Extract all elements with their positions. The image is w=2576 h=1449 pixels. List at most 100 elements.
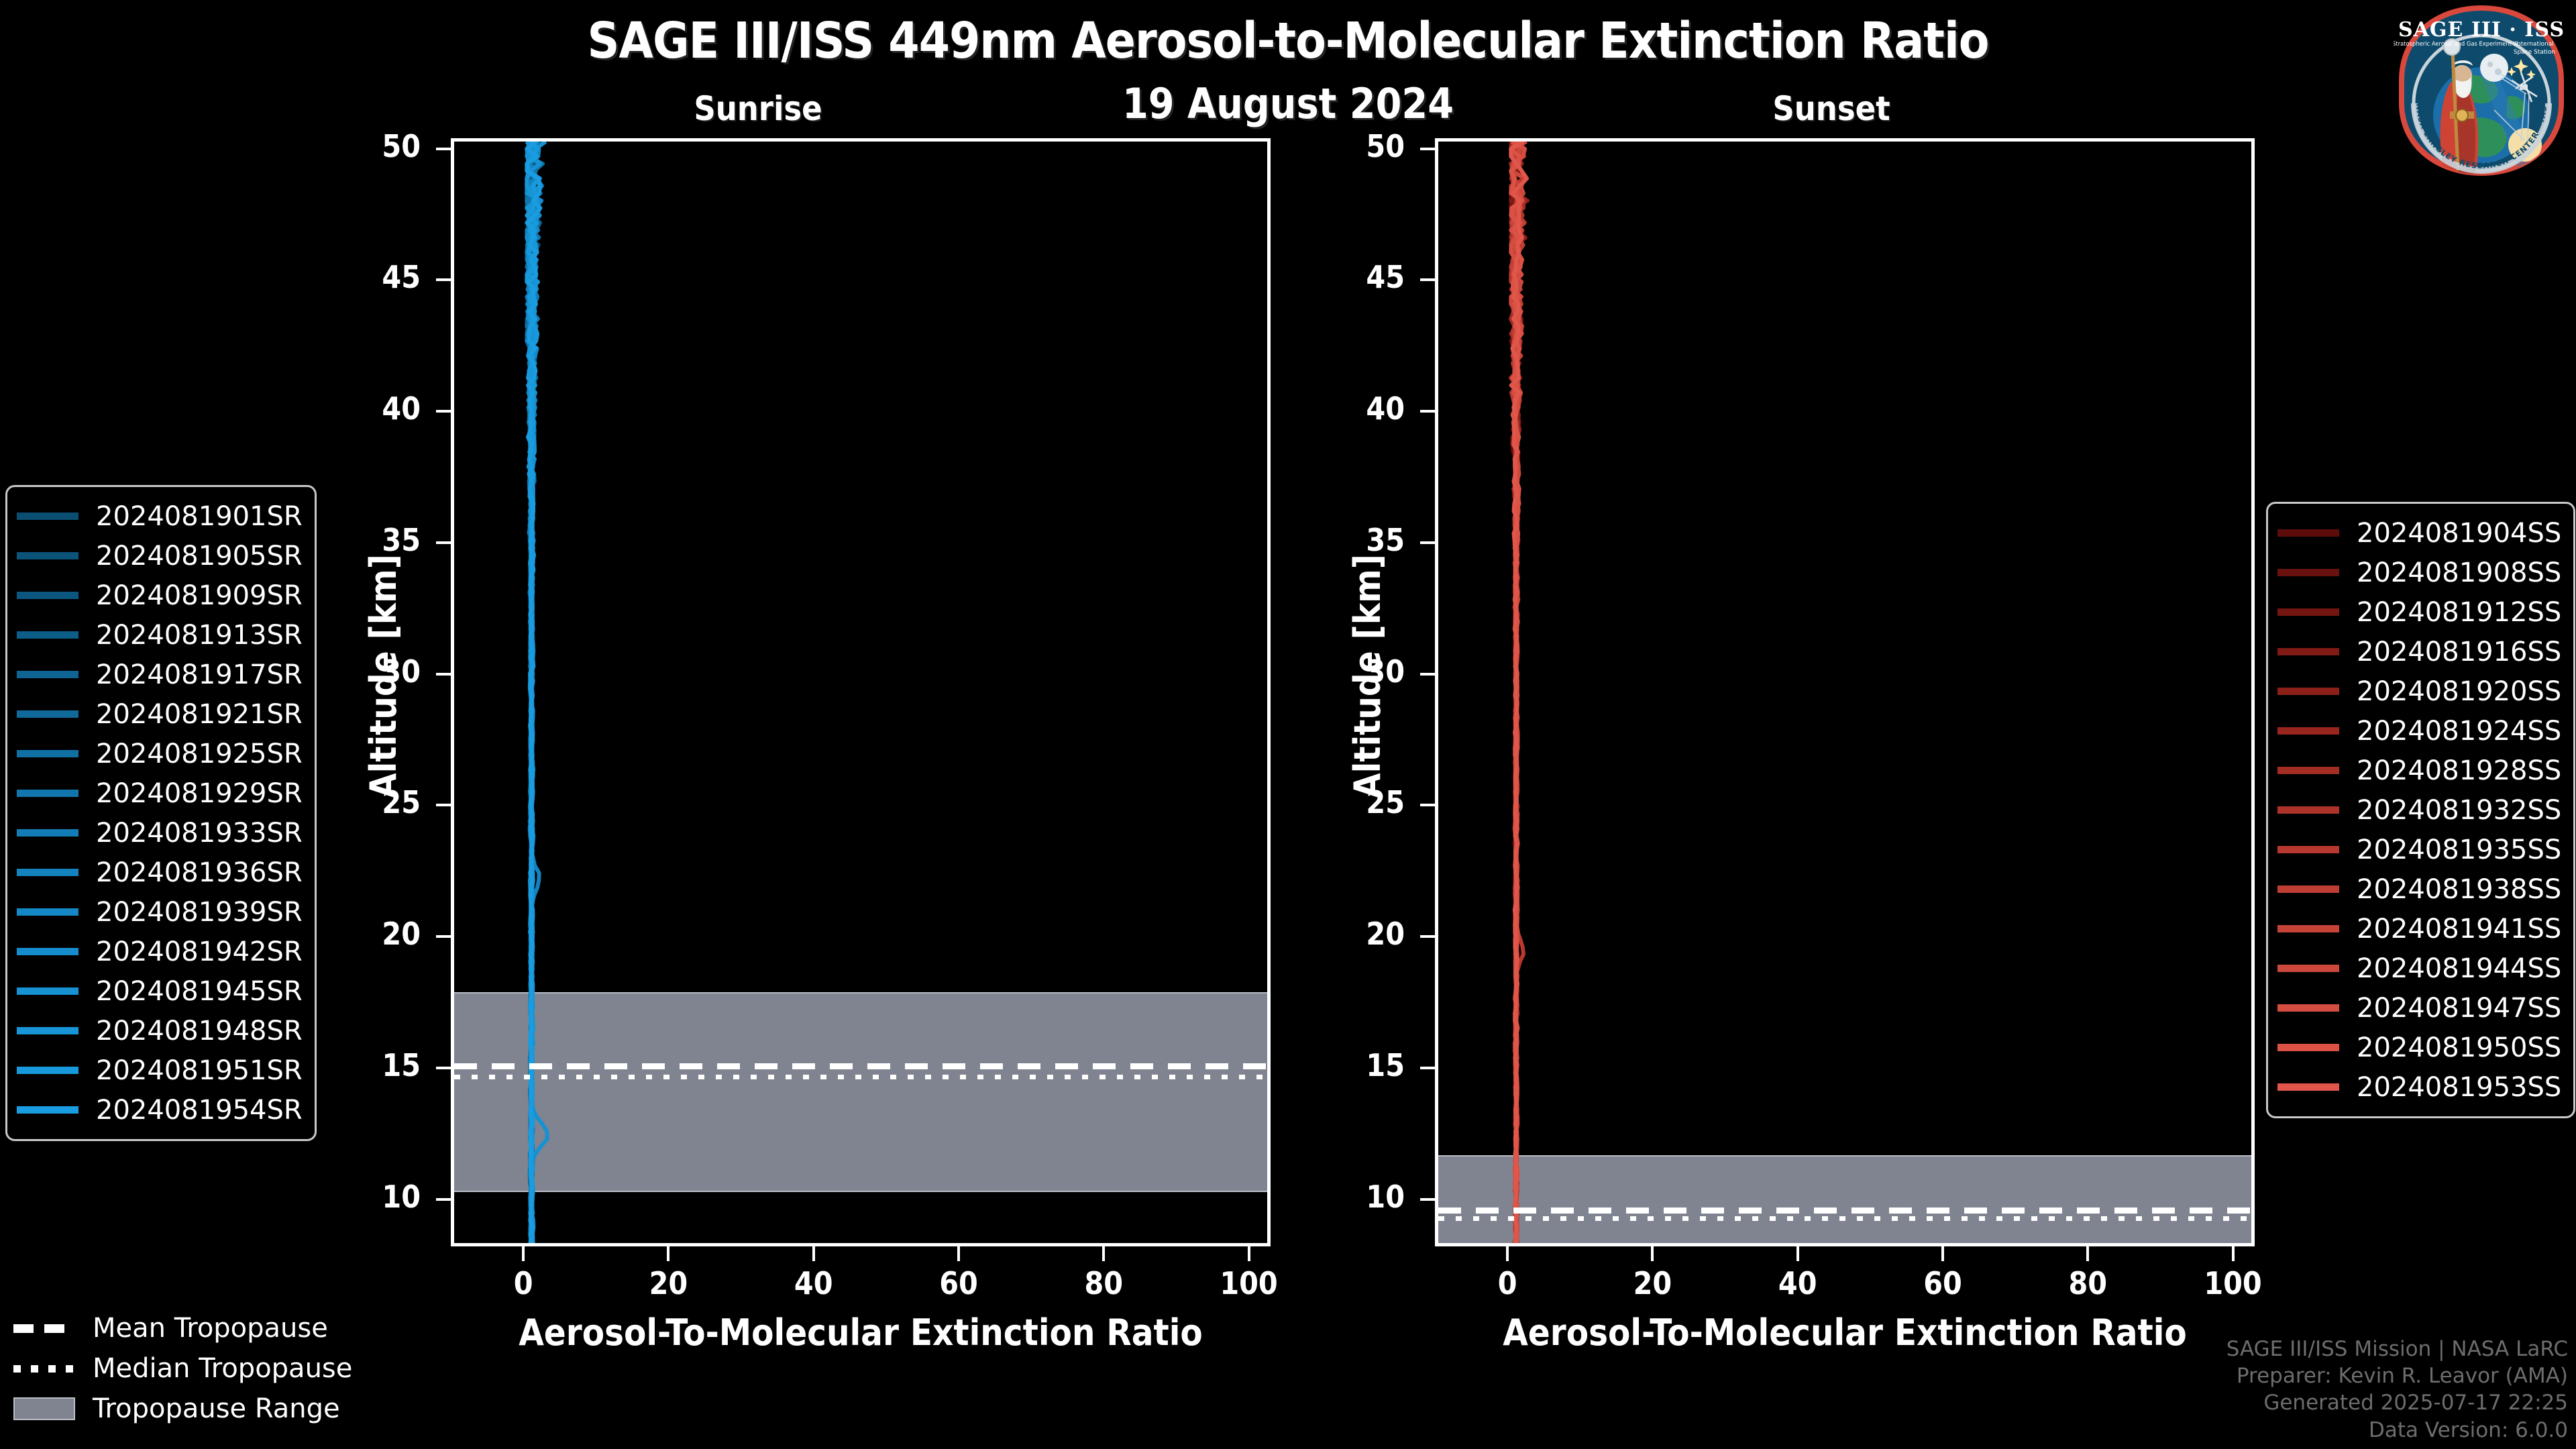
sunset-legend-item[interactable]: 2024081947SS [2277, 988, 2561, 1028]
sunrise-legend-item[interactable]: 2024081913SR [17, 615, 303, 655]
y-axis-tick-label: 25 [382, 784, 421, 821]
sunset-legend-item[interactable]: 2024081944SS [2277, 949, 2561, 988]
y-axis-tick-label: 50 [1366, 127, 1405, 164]
sunset-legend-item[interactable]: 2024081935SS [2277, 830, 2561, 869]
legend-item-label: 2024081951SR [96, 1055, 303, 1086]
legend-item-label: 2024081935SS [2357, 834, 2562, 865]
range-patch-swatch [13, 1397, 75, 1420]
sunrise-plot-area[interactable] [451, 138, 1271, 1246]
logo-iss [2511, 72, 2538, 103]
x-axis-tick-label: 0 [1497, 1265, 1517, 1301]
sunset-plot-area[interactable] [1435, 138, 2255, 1246]
sunrise-legend-item[interactable]: 2024081905SR [17, 536, 303, 576]
x-axis-tick [812, 1246, 815, 1261]
sunrise-legend[interactable]: 2024081901SR 2024081905SR 2024081909SR 2024… [5, 485, 317, 1141]
sunrise-legend-item[interactable]: 2024081925SR [17, 734, 303, 773]
y-axis-tick-label: 35 [382, 521, 421, 558]
sunrise-legend-item[interactable]: 2024081901SR [17, 496, 303, 536]
footer-line: Data Version: 6.0.0 [2368, 1417, 2568, 1442]
sunrise-legend-item[interactable]: 2024081951SR [17, 1051, 303, 1090]
y-axis-tick [1420, 541, 1435, 544]
sunset-plot-canvas [1438, 142, 2251, 1243]
x-axis-tick-label: 0 [513, 1265, 533, 1301]
sunset-legend-item[interactable]: 2024081953SS [2277, 1067, 2561, 1107]
legend-color-swatch [2277, 529, 2339, 537]
legend-color-swatch [2277, 925, 2339, 932]
legend-item-label: 2024081917SR [96, 659, 303, 690]
sunrise-legend-item[interactable]: 2024081945SR [17, 971, 303, 1011]
sunrise-legend-item[interactable]: 2024081929SR [17, 773, 303, 813]
sunset-legend-item[interactable]: 2024081928SS [2277, 751, 2561, 790]
footer-line: Generated 2025-07-17 22:25 [2263, 1391, 2568, 1415]
y-axis-tick [436, 935, 451, 938]
sunrise-legend-item[interactable]: 2024081936SR [17, 853, 303, 892]
legend-color-swatch [2277, 1083, 2339, 1091]
legend-item-label: 2024081941SS [2357, 913, 2562, 945]
y-axis-tick-label: 20 [382, 916, 421, 953]
legend-item-label: 2024081939SR [96, 896, 303, 928]
legend-color-swatch [17, 1027, 78, 1034]
sunset-legend-item[interactable]: 2024081908SS [2277, 553, 2561, 592]
logo-title: SAGE III · ISS [2398, 18, 2565, 42]
tropopause-legend-label: Median Tropopause [93, 1353, 353, 1384]
sunset-legend-item[interactable]: 2024081938SS [2277, 869, 2561, 909]
legend-color-swatch [2277, 569, 2339, 576]
sunset-y-axis-label: Altitude [km] [1346, 554, 1389, 798]
sunset-legend-item[interactable]: 2024081920SS [2277, 672, 2561, 711]
dashed-line-swatch [13, 1324, 75, 1333]
sunset-legend-item[interactable]: 2024081932SS [2277, 790, 2561, 830]
legend-item-label: 2024081932SS [2357, 794, 2562, 826]
legend-color-swatch [17, 948, 78, 955]
tropopause-legend-label: Mean Tropopause [93, 1313, 328, 1344]
sunrise-legend-item[interactable]: 2024081948SR [17, 1011, 303, 1051]
mean-tropopause-line [1438, 1208, 2251, 1214]
dotted-line-swatch [13, 1364, 75, 1373]
tropopause-legend[interactable]: Mean Tropopause Median Tropopause Tropopau… [13, 1308, 352, 1429]
legend-item-label: 2024081945SR [96, 975, 303, 1007]
tropopause-legend-item[interactable]: Median Tropopause [13, 1348, 352, 1389]
legend-color-swatch [17, 552, 78, 559]
legend-item-label: 2024081944SS [2357, 953, 2562, 984]
y-axis-tick [436, 672, 451, 676]
sunset-legend-item[interactable]: 2024081950SS [2277, 1028, 2561, 1067]
sunrise-legend-item[interactable]: 2024081933SR [17, 813, 303, 853]
legend-item-label: 2024081938SS [2357, 873, 2562, 905]
sage-iii-iss-mission-patch-logo: BALL · NASA LANGLEY RESEARCH CENTER · TA… [2390, 0, 2569, 178]
sunrise-legend-item[interactable]: 2024081909SR [17, 576, 303, 615]
tropopause-legend-item[interactable]: Tropopause Range [13, 1389, 352, 1429]
legend-color-swatch [17, 671, 78, 678]
x-axis-tick-label: 60 [939, 1265, 978, 1301]
profile-line [1509, 142, 1529, 1243]
sunset-legend-item[interactable]: 2024081924SS [2277, 711, 2561, 751]
footer-line: Preparer: Kevin R. Leavor (AMA) [2236, 1364, 2568, 1389]
sunset-legend-item[interactable]: 2024081904SS [2277, 513, 2561, 553]
y-axis-tick [1420, 672, 1435, 676]
sunset-legend[interactable]: 2024081904SS 2024081908SS 2024081912SS 2024… [2266, 502, 2576, 1118]
sunrise-legend-item[interactable]: 2024081939SR [17, 892, 303, 932]
sunrise-legend-item[interactable]: 2024081954SR [17, 1090, 303, 1130]
sunset-x-axis-label: Aerosol-To-Molecular Extinction Ratio [1503, 1311, 2187, 1354]
y-axis-tick-label: 30 [1366, 653, 1405, 690]
legend-item-label: 2024081947SS [2357, 992, 2562, 1024]
sunrise-legend-item[interactable]: 2024081921SR [17, 694, 303, 734]
legend-item-label: 2024081925SR [96, 738, 303, 769]
sunrise-x-axis-label: Aerosol-To-Molecular Extinction Ratio [519, 1311, 1203, 1354]
legend-color-swatch [2277, 767, 2339, 774]
logo-sun [2508, 128, 2542, 162]
sunset-legend-item[interactable]: 2024081912SS [2277, 592, 2561, 632]
tropopause-legend-item[interactable]: Mean Tropopause [13, 1308, 352, 1348]
x-axis-tick [957, 1246, 960, 1261]
tropopause-legend-label: Tropopause Range [93, 1393, 340, 1424]
x-axis-tick-label: 100 [2204, 1265, 2262, 1301]
legend-item-label: 2024081933SR [96, 817, 303, 849]
sunset-legend-item[interactable]: 2024081916SS [2277, 632, 2561, 672]
sunrise-legend-item[interactable]: 2024081917SR [17, 655, 303, 694]
footer-line: SAGE III/ISS Mission | NASA LaRC [2226, 1336, 2568, 1361]
x-axis-tick-label: 60 [1923, 1265, 1962, 1301]
sunrise-legend-item[interactable]: 2024081942SR [17, 932, 303, 971]
y-axis-tick [1420, 1066, 1435, 1069]
sunset-legend-item[interactable]: 2024081941SS [2277, 909, 2561, 949]
legend-color-swatch [17, 631, 78, 639]
legend-item-label: 2024081904SS [2357, 517, 2562, 549]
legend-item-label: 2024081929SR [96, 777, 303, 809]
